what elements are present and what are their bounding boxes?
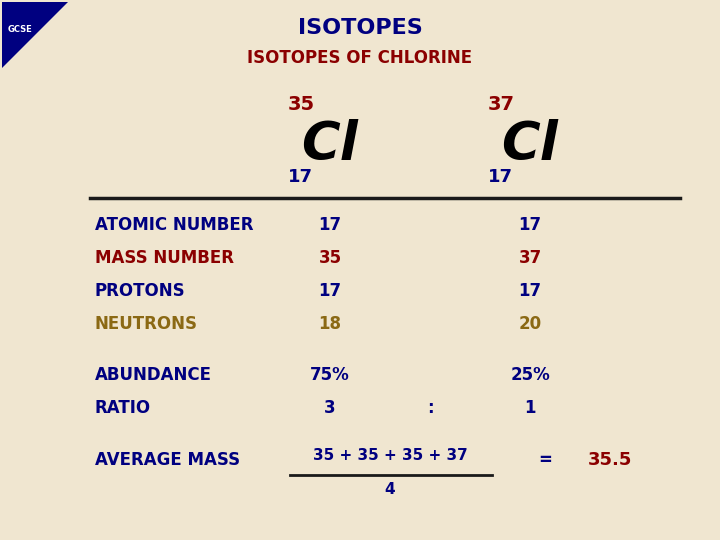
Text: 1: 1	[524, 399, 536, 417]
Text: 25%: 25%	[510, 366, 550, 384]
Text: Cl: Cl	[502, 119, 559, 171]
Text: 17: 17	[318, 216, 341, 234]
Text: 35: 35	[318, 249, 341, 267]
Text: 17: 17	[318, 282, 341, 300]
Text: 75%: 75%	[310, 366, 350, 384]
Text: 4: 4	[384, 483, 395, 497]
Text: 37: 37	[518, 249, 541, 267]
Text: 17: 17	[288, 168, 313, 186]
Text: =: =	[538, 451, 552, 469]
Text: Cl: Cl	[302, 119, 359, 171]
Text: :: :	[427, 399, 433, 417]
Text: 17: 17	[518, 282, 541, 300]
Text: ATOMIC NUMBER: ATOMIC NUMBER	[95, 216, 253, 234]
Text: 37: 37	[488, 95, 515, 114]
Text: RATIO: RATIO	[95, 399, 151, 417]
Text: MASS NUMBER: MASS NUMBER	[95, 249, 234, 267]
Text: 35 + 35 + 35 + 37: 35 + 35 + 35 + 37	[312, 448, 467, 462]
Text: 17: 17	[518, 216, 541, 234]
Text: PROTONS: PROTONS	[95, 282, 186, 300]
Text: ISOTOPES OF CHLORINE: ISOTOPES OF CHLORINE	[248, 49, 472, 67]
Text: ISOTOPES: ISOTOPES	[297, 18, 423, 38]
Polygon shape	[2, 2, 68, 68]
Text: 35: 35	[288, 95, 315, 114]
Text: 18: 18	[318, 315, 341, 333]
Text: NEUTRONS: NEUTRONS	[95, 315, 198, 333]
Text: 35.5: 35.5	[588, 451, 632, 469]
Text: 20: 20	[518, 315, 541, 333]
Text: GCSE: GCSE	[8, 25, 32, 35]
Text: 17: 17	[488, 168, 513, 186]
Text: AVERAGE MASS: AVERAGE MASS	[95, 451, 240, 469]
Text: 3: 3	[324, 399, 336, 417]
Text: ABUNDANCE: ABUNDANCE	[95, 366, 212, 384]
